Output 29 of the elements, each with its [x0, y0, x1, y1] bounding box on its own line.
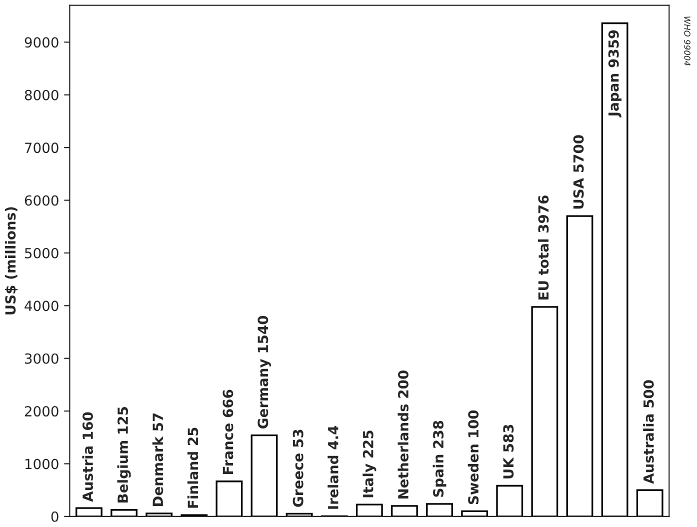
x-tick-label: Belgium 125	[117, 407, 131, 502]
x-tick-label: France 666	[222, 390, 234, 474]
y-tick-label: 3000	[24, 353, 58, 364]
y-tick-label: 9000	[24, 37, 58, 48]
x-tick-label: Austria 160	[82, 412, 94, 502]
x-tick-label: Japan 9359	[608, 30, 622, 118]
y-tick-label: 8000	[24, 90, 58, 100]
y-tick-label: 6000	[24, 195, 58, 206]
y-tick-label: 2000	[24, 406, 58, 417]
x-tick-label: Australia 500	[643, 380, 654, 484]
y-tick-label: 5000	[25, 248, 58, 258]
x-tick-label: Italy 225	[362, 430, 376, 498]
x-tick-label: Netherlands 200	[398, 370, 408, 499]
x-tick-label: Finland 25	[187, 428, 198, 508]
text: WHO 99004	[684, 16, 690, 66]
y-tick-label: 4000	[24, 300, 58, 312]
x-tick-label: USA 5700	[573, 135, 584, 209]
y-axis-title: US$ (millions)	[4, 207, 18, 314]
x-tick-label: UK 583	[503, 424, 514, 478]
x-tick-label: Ireland 4.4	[328, 426, 338, 509]
x-tick-label: Germany 1540	[258, 316, 271, 428]
x-tick-label: Greece 53	[292, 430, 304, 507]
y-tick-label: 7000	[25, 142, 58, 154]
y-tick-label: 0	[51, 511, 58, 522]
x-tick-label: EU total 3976	[538, 195, 549, 300]
x-tick-label: Denmark 57	[152, 413, 164, 506]
x-tick-label: Spain 238	[432, 420, 446, 497]
x-tick-label: Sweden 100	[468, 410, 479, 504]
y-tick-label: 1000	[25, 458, 58, 470]
